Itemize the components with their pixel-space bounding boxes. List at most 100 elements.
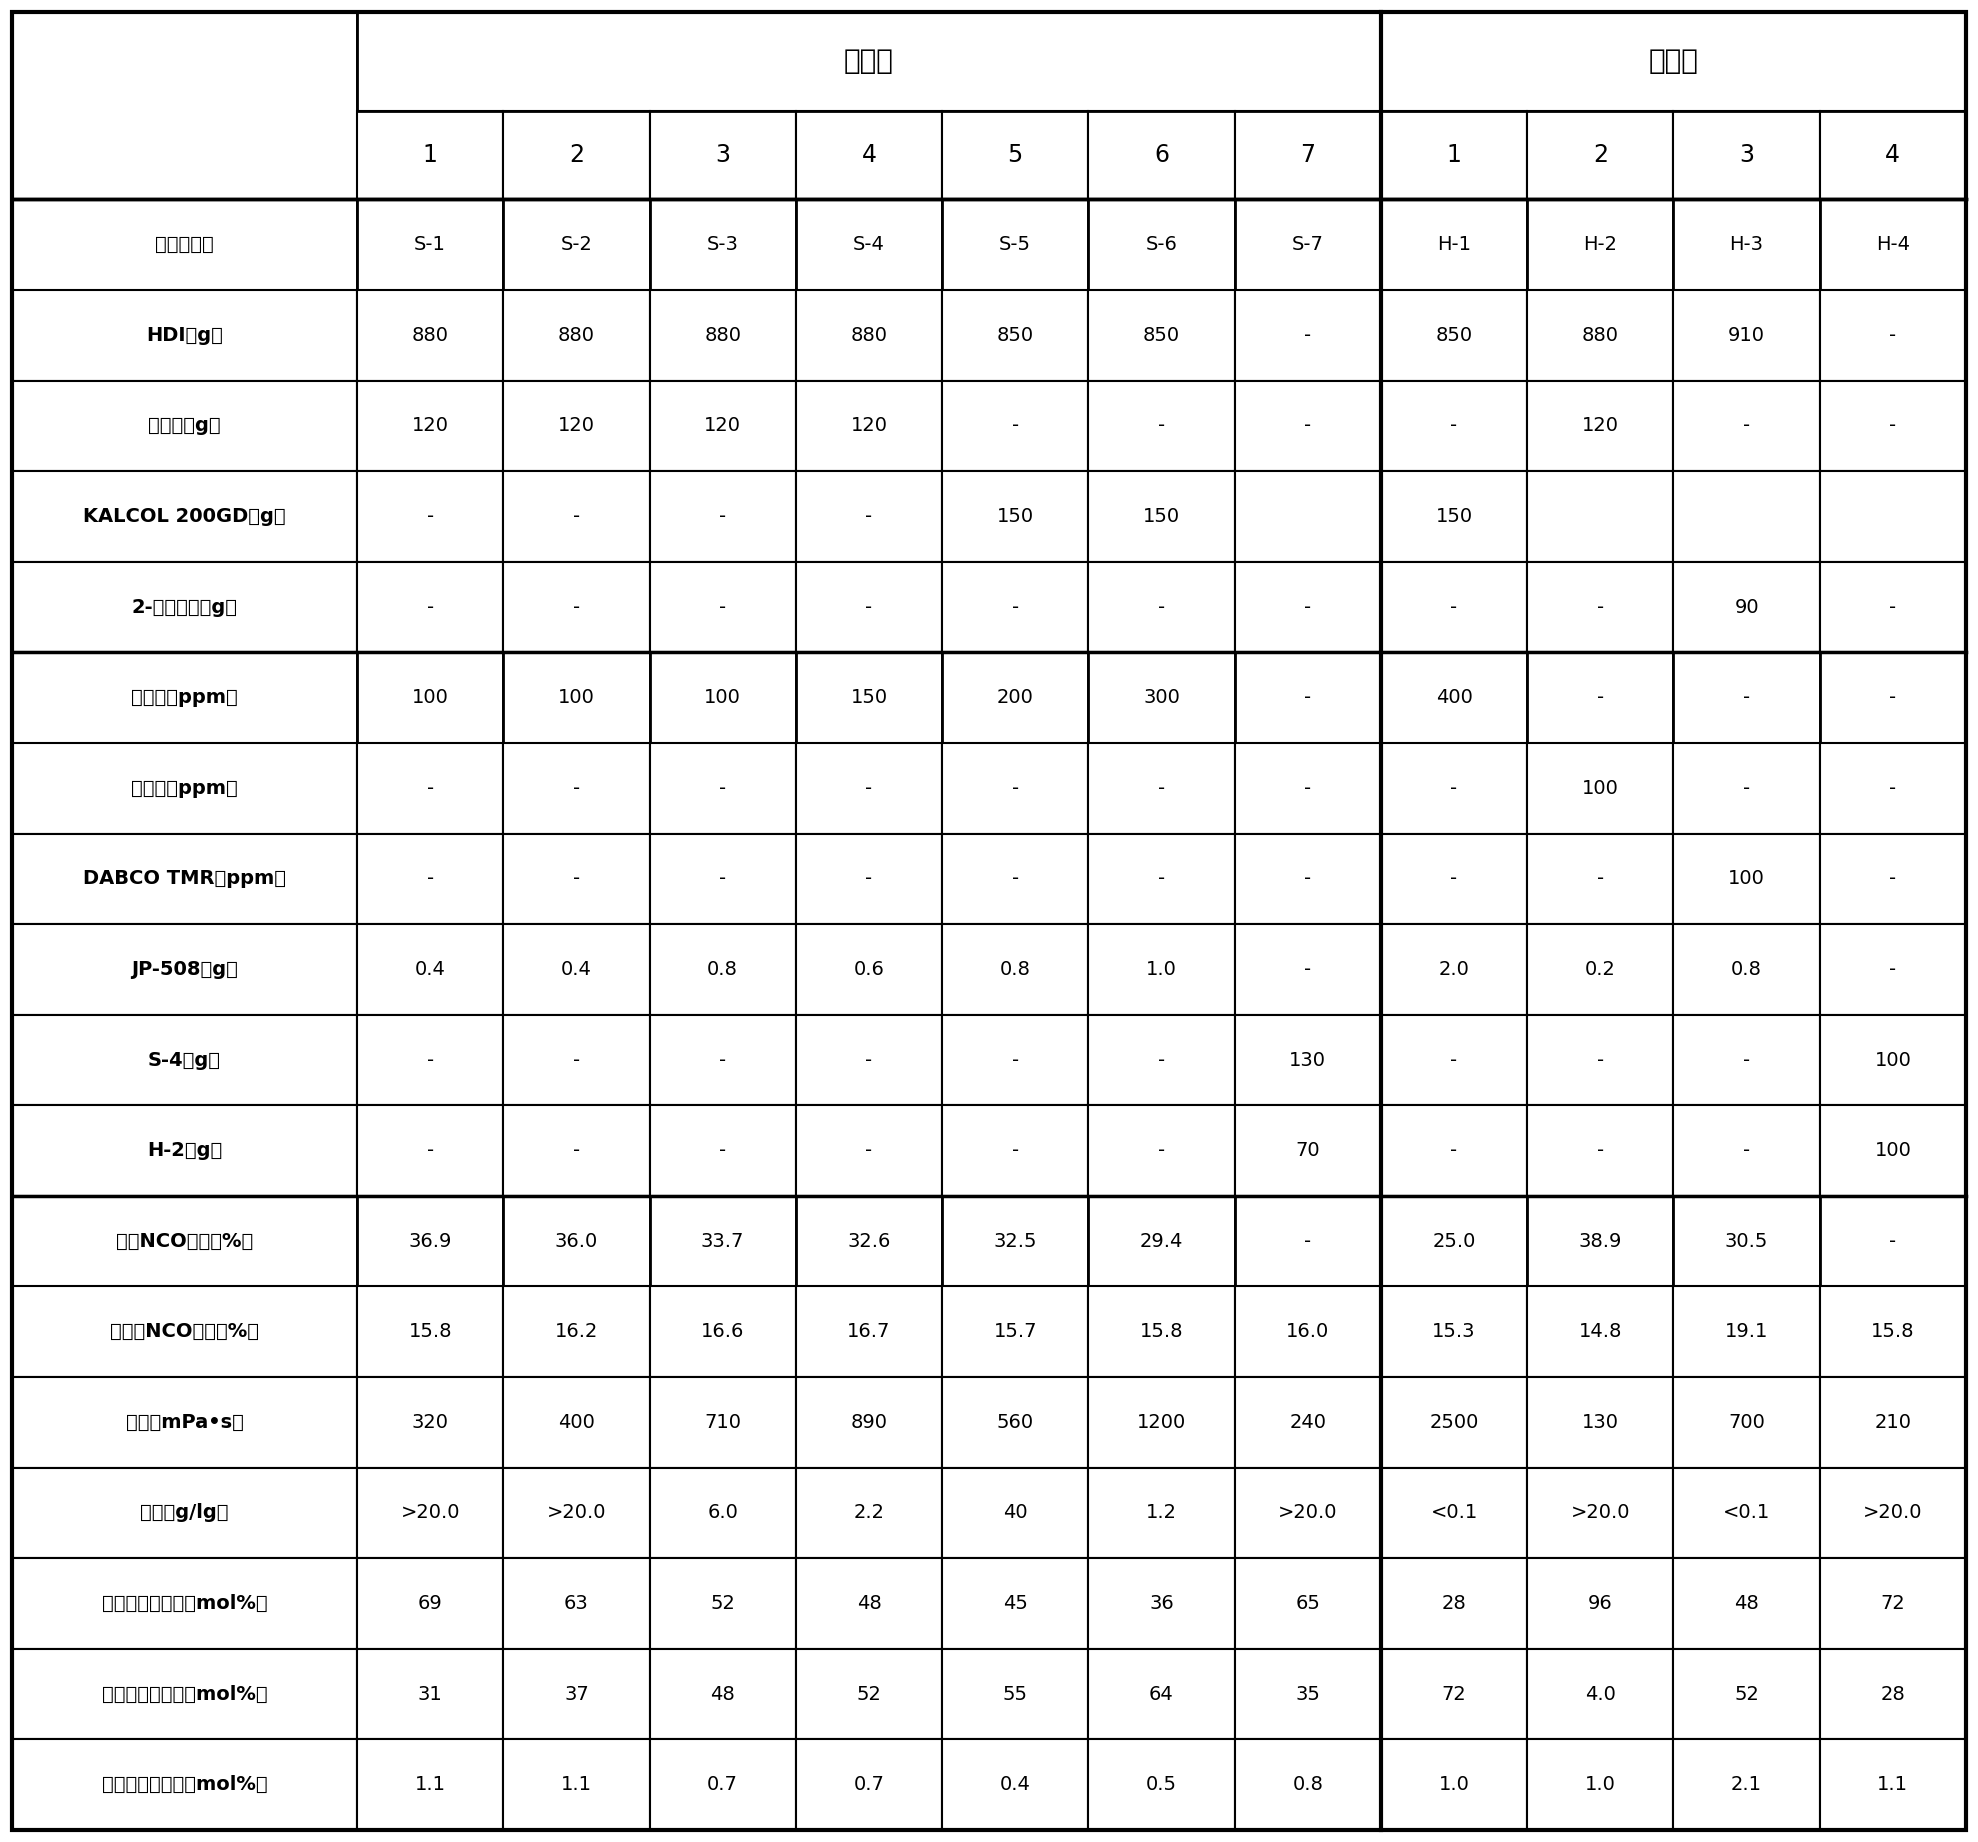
Text: 120: 120 <box>704 416 742 435</box>
Bar <box>1673 381 1820 472</box>
Bar <box>795 1468 942 1558</box>
Bar <box>942 111 1088 199</box>
Bar <box>1381 1649 1527 1739</box>
Text: 0.2: 0.2 <box>1584 960 1616 978</box>
Bar <box>356 1015 502 1105</box>
Bar <box>1820 1378 1966 1468</box>
Bar <box>356 1739 502 1829</box>
Text: 29.4: 29.4 <box>1139 1232 1183 1251</box>
Bar <box>12 1015 356 1105</box>
Bar <box>356 742 502 834</box>
Bar <box>12 199 356 289</box>
Text: -: - <box>720 1050 726 1070</box>
Bar <box>1527 289 1673 381</box>
Bar <box>1234 652 1381 742</box>
Bar <box>12 1286 356 1378</box>
Bar <box>1673 1739 1820 1829</box>
Text: 辛酸锡（ppm）: 辛酸锡（ppm） <box>131 689 237 707</box>
Bar <box>1088 1739 1234 1829</box>
Bar <box>795 925 942 1015</box>
Text: 100: 100 <box>1582 779 1618 798</box>
Text: 40: 40 <box>1003 1503 1027 1523</box>
Text: 100: 100 <box>411 689 449 707</box>
Bar <box>502 562 649 652</box>
Bar <box>1381 1105 1527 1195</box>
Text: S-2: S-2 <box>560 236 591 254</box>
Text: H-1: H-1 <box>1438 236 1472 254</box>
Bar <box>1234 1739 1381 1829</box>
Bar <box>1381 1378 1527 1468</box>
Bar <box>1820 289 1966 381</box>
Text: -: - <box>1157 869 1165 888</box>
Bar <box>1527 472 1673 562</box>
Text: 异氰脲酸酯比率（mol%）: 异氰脲酸酯比率（mol%） <box>101 1685 267 1704</box>
Bar <box>649 834 795 925</box>
Text: 33.7: 33.7 <box>700 1232 744 1251</box>
Text: -: - <box>574 1140 580 1160</box>
Bar <box>1527 925 1673 1015</box>
Text: -: - <box>1304 1232 1311 1251</box>
Bar <box>1673 1015 1820 1105</box>
Text: 0.7: 0.7 <box>708 1776 738 1794</box>
Text: >20.0: >20.0 <box>1278 1503 1337 1523</box>
Bar <box>1527 199 1673 289</box>
Text: 容限（g/lg）: 容限（g/lg） <box>140 1503 229 1523</box>
Bar <box>1381 1558 1527 1649</box>
Text: 55: 55 <box>1003 1685 1029 1704</box>
Text: -: - <box>720 597 726 617</box>
Bar <box>1673 1105 1820 1195</box>
Text: S-1: S-1 <box>413 236 447 254</box>
Text: 1: 1 <box>1446 144 1462 168</box>
Bar <box>12 472 356 562</box>
Bar <box>1088 834 1234 925</box>
Text: -: - <box>1450 869 1458 888</box>
Text: 蒸馏后NCO（质量%）: 蒸馏后NCO（质量%） <box>111 1323 259 1341</box>
Text: H-3: H-3 <box>1729 236 1764 254</box>
Text: S-4（g）: S-4（g） <box>148 1050 222 1070</box>
Text: -: - <box>427 1050 433 1070</box>
Bar <box>942 1286 1088 1378</box>
Text: 35: 35 <box>1296 1685 1319 1704</box>
Bar <box>502 1468 649 1558</box>
Text: 比较例: 比较例 <box>1648 48 1699 76</box>
Text: 粘度（mPa•s）: 粘度（mPa•s） <box>125 1413 243 1431</box>
Bar <box>356 1195 502 1286</box>
Bar <box>12 562 356 652</box>
Text: 4: 4 <box>862 144 876 168</box>
Bar <box>649 381 795 472</box>
Text: -: - <box>1304 416 1311 435</box>
Bar <box>1673 562 1820 652</box>
Text: 1.0: 1.0 <box>1584 1776 1616 1794</box>
Text: -: - <box>1596 1140 1604 1160</box>
Bar <box>942 1649 1088 1739</box>
Bar <box>942 472 1088 562</box>
Text: 2-乙基己醇（g）: 2-乙基己醇（g） <box>131 597 237 617</box>
Bar <box>649 289 795 381</box>
Bar <box>795 1195 942 1286</box>
Text: -: - <box>1304 597 1311 617</box>
Text: -: - <box>1157 779 1165 798</box>
Bar <box>356 111 502 199</box>
Bar <box>795 1558 942 1649</box>
Bar <box>1820 1468 1966 1558</box>
Text: -: - <box>427 1140 433 1160</box>
Bar <box>1820 1649 1966 1739</box>
Text: 15.7: 15.7 <box>993 1323 1036 1341</box>
Bar <box>1527 652 1673 742</box>
Bar <box>1673 1468 1820 1558</box>
Text: 0.8: 0.8 <box>999 960 1031 978</box>
Text: 十三醇（g）: 十三醇（g） <box>148 416 222 435</box>
Bar <box>1673 1195 1820 1286</box>
Bar <box>356 1378 502 1468</box>
Bar <box>1820 834 1966 925</box>
Text: -: - <box>866 507 872 527</box>
Text: 0.8: 0.8 <box>1731 960 1762 978</box>
Text: -: - <box>720 507 726 527</box>
Bar <box>795 1649 942 1739</box>
Bar <box>1820 742 1966 834</box>
Bar <box>649 562 795 652</box>
Bar <box>649 1195 795 1286</box>
Bar <box>1381 289 1527 381</box>
Bar <box>1088 472 1234 562</box>
Text: -: - <box>1450 1050 1458 1070</box>
